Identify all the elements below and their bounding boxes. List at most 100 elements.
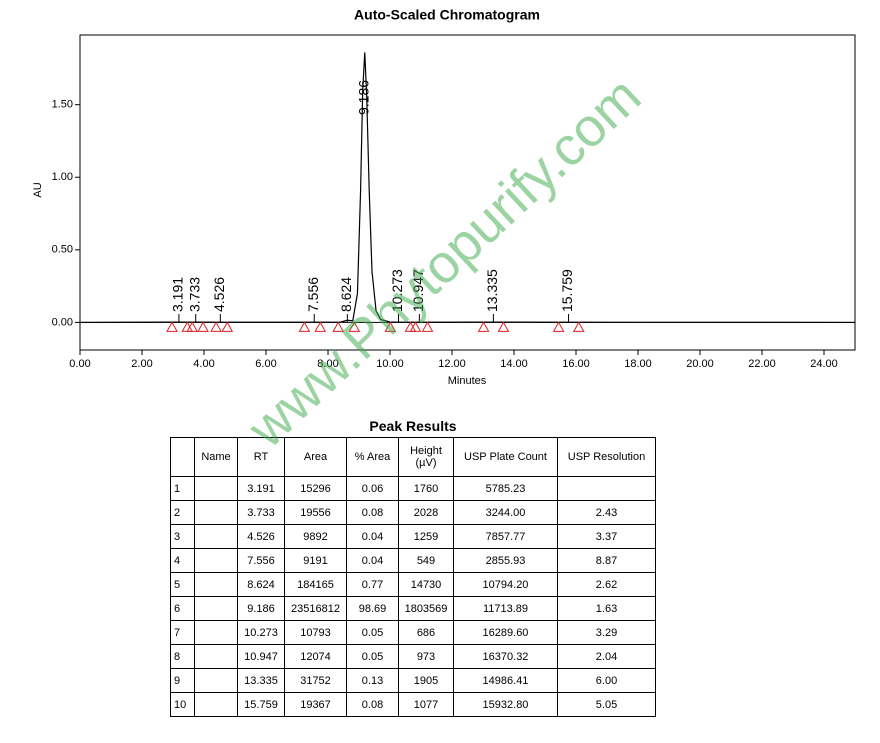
table-cell: 9 — [170, 668, 195, 693]
peak-label: 10.273 — [389, 269, 405, 312]
table-cell: 10793 — [284, 620, 347, 645]
table-cell: 10.947 — [237, 644, 285, 669]
x-tick-label: 18.00 — [624, 358, 652, 370]
table-cell: 2.62 — [557, 572, 656, 597]
table-cell — [194, 524, 238, 549]
table-cell: 9892 — [284, 524, 347, 549]
integration-marker — [221, 321, 234, 332]
table-cell: 10.273 — [237, 620, 285, 645]
table-cell: 3.29 — [557, 620, 656, 645]
integration-marker — [552, 321, 565, 332]
x-tick-label: 12.00 — [438, 358, 466, 370]
x-tick-label: 16.00 — [562, 358, 590, 370]
header-cell — [170, 437, 195, 477]
table-cell: 3.191 — [237, 476, 285, 501]
table-cell: 2855.93 — [453, 548, 558, 573]
integration-marker — [572, 321, 585, 332]
table-row: 2 3.733 19556 0.08 2028 3244.00 2.43 — [170, 500, 656, 525]
x-tick-label: 24.00 — [810, 358, 838, 370]
peak-label: 3.733 — [186, 277, 202, 312]
integration-marker — [384, 321, 397, 332]
table-cell: 14730 — [398, 572, 454, 597]
integration-marker — [497, 321, 510, 332]
table-cell: 15932.80 — [453, 692, 558, 717]
table-cell: 1760 — [398, 476, 454, 501]
table-cell: 7857.77 — [453, 524, 558, 549]
integration-marker — [181, 321, 194, 332]
table-cell: 1.63 — [557, 596, 656, 621]
table-cell: 8.624 — [237, 572, 285, 597]
table-cell — [194, 500, 238, 525]
table-cell: 11713.89 — [453, 596, 558, 621]
integration-marker — [477, 321, 490, 332]
table-cell: 0.08 — [346, 500, 399, 525]
table-cell: 31752 — [284, 668, 347, 693]
peak-label: 7.556 — [305, 277, 321, 312]
header-row: Name RT Area% Area Height (µV) USP Plate Cou… — [170, 437, 656, 477]
peak-label: 10.947 — [410, 269, 426, 312]
table-cell: 2.04 — [557, 644, 656, 669]
table-cell: 6.00 — [557, 668, 656, 693]
table-cell: 5785.23 — [453, 476, 558, 501]
y-tick-label: 0.00 — [52, 316, 73, 328]
table-cell: 19556 — [284, 500, 347, 525]
x-tick-label: 2.00 — [131, 358, 152, 370]
table-cell: 9.186 — [237, 596, 285, 621]
table-cell: 4 — [170, 548, 195, 573]
table-cell: 4.526 — [237, 524, 285, 549]
table-cell: 15.759 — [237, 692, 285, 717]
y-tick-label: 0.50 — [52, 244, 73, 256]
table-cell: 15296 — [284, 476, 347, 501]
header-cell: % Area — [346, 437, 399, 477]
table-cell: 3.37 — [557, 524, 656, 549]
table-cell: 10794.20 — [453, 572, 558, 597]
table-cell: 0.08 — [346, 692, 399, 717]
table-cell — [557, 476, 656, 501]
x-axis-label: Minutes — [448, 375, 487, 387]
table-cell: 7 — [170, 620, 195, 645]
trace — [79, 52, 856, 324]
chart-title: Auto-Scaled Chromatogram — [354, 7, 540, 23]
table-cell — [194, 572, 238, 597]
table-cell — [194, 548, 238, 573]
x-tick-label: 22.00 — [748, 358, 776, 370]
table-cell — [194, 692, 238, 717]
table-title: Peak Results — [369, 418, 457, 434]
table-cell: 0.05 — [346, 644, 399, 669]
table-cell: 3.733 — [237, 500, 285, 525]
integration-marker — [166, 321, 178, 332]
table-row: 5 8.624 184165 0.77 14730 10794.20 2.62 — [170, 572, 656, 597]
integration-marker — [186, 321, 199, 332]
table-cell: 3 — [170, 524, 195, 549]
peak-table: Name RT Area% Area Height (µV) USP Plate Cou… — [170, 437, 656, 717]
x-tick-label: 20.00 — [686, 358, 714, 370]
integration-marker — [298, 321, 311, 332]
table-cell: 2028 — [398, 500, 454, 525]
table-cell: 1803569 — [398, 596, 454, 621]
header-cell: Height (µV) — [398, 437, 454, 477]
table-cell — [194, 476, 238, 501]
table-cell: 1 — [170, 476, 195, 501]
table-cell: 98.69 — [346, 596, 399, 621]
table-cell: 16289.60 — [453, 620, 558, 645]
peak-label: 9.186 — [355, 80, 371, 115]
table-cell: 973 — [398, 644, 454, 669]
table-row: 7 10.273 10793 0.05 686 16289.60 3.29 — [170, 620, 656, 645]
integration-marker — [210, 321, 222, 332]
table-row: 4 7.556 9191 0.04 549 2855.93 8.87 — [170, 548, 656, 573]
peak-label: 13.335 — [484, 269, 500, 312]
table-cell: 2 — [170, 500, 195, 525]
table-cell: 7.556 — [237, 548, 285, 573]
integration-marker — [314, 321, 327, 332]
table-cell: 686 — [398, 620, 454, 645]
table-cell — [194, 668, 238, 693]
table-cell: 23516812 — [284, 596, 347, 621]
table-body: 1 3.191 15296 0.06 1760 5785.23 2 3.733 19556 0.0… — [170, 476, 656, 717]
table-cell: 3244.00 — [453, 500, 558, 525]
table-row: 1 3.191 15296 0.06 1760 5785.23 — [170, 476, 656, 501]
table-cell: 19367 — [284, 692, 347, 717]
table-cell: 0.13 — [346, 668, 399, 693]
x-tick-label: 6.00 — [255, 358, 276, 370]
integration-marker — [421, 321, 434, 332]
